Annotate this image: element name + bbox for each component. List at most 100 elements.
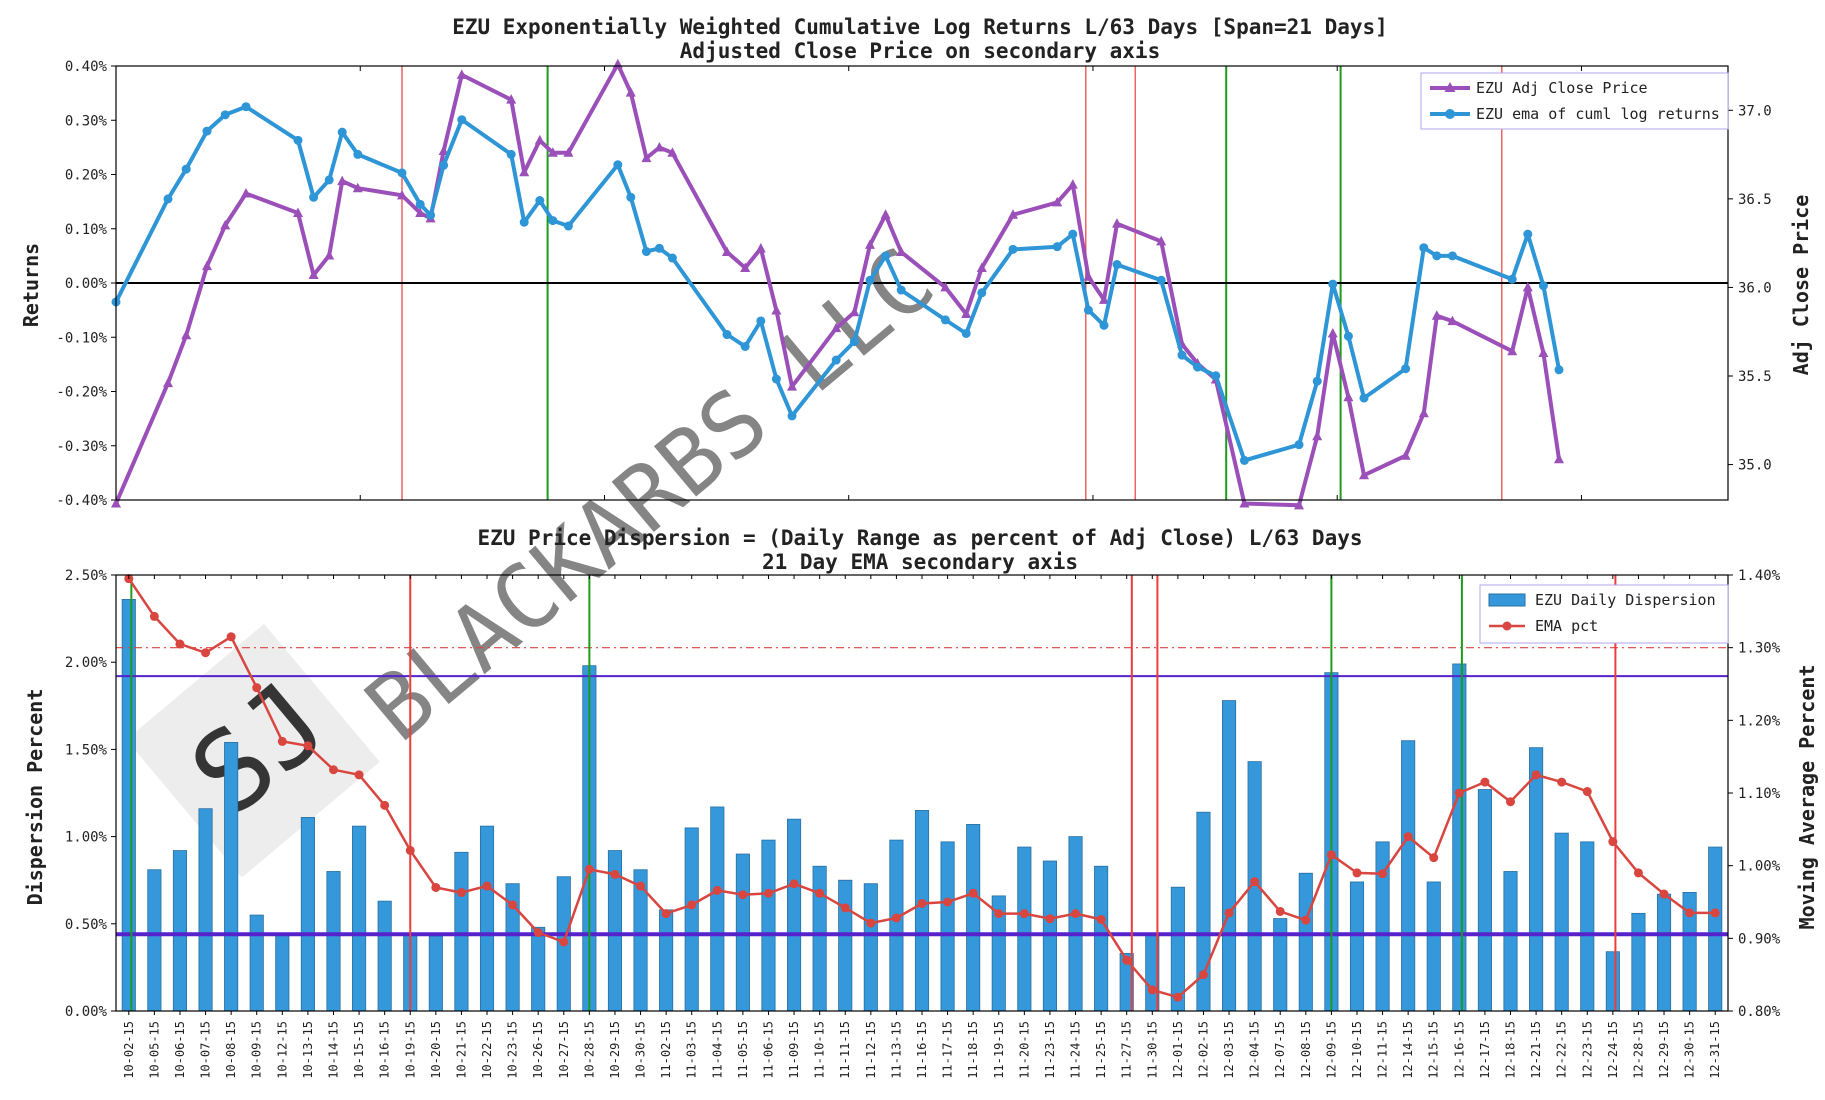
ema-pct-point xyxy=(354,770,364,780)
x-tick-label-date: 11-04-15 xyxy=(710,1021,724,1079)
watermark-logo-icon: SJ xyxy=(126,623,380,878)
ema-pct-point xyxy=(380,800,390,810)
dispersion-bar xyxy=(198,808,213,1012)
x-tick-label-date: 10-05-15 xyxy=(147,1021,161,1079)
x-tick-label-date: 12-21-15 xyxy=(1529,1021,1543,1079)
adj-close-point xyxy=(612,58,623,69)
top-y-tick-label: 0.40% xyxy=(65,59,108,75)
x-tick-label-date: 11-16-15 xyxy=(915,1021,929,1079)
dispersion-bar xyxy=(761,839,776,1012)
x-tick-label-date: 11-18-15 xyxy=(966,1021,980,1079)
ema-pct-point xyxy=(1480,777,1490,787)
top-y-tick-label: -0.10% xyxy=(56,330,107,346)
bottom-chart-subtitle: 21 Day EMA secondary axis xyxy=(762,550,1078,574)
ema-pct-point xyxy=(303,741,313,751)
x-tick-label-date: 11-03-15 xyxy=(685,1021,699,1079)
bottom-y-tick-label: 1.00% xyxy=(65,830,108,846)
ema-pct-point xyxy=(1224,908,1234,918)
bottom-y-tick-label: 1.50% xyxy=(65,742,108,758)
x-tick-label-date: 11-02-15 xyxy=(659,1021,673,1079)
ema-pct-point xyxy=(1275,906,1285,916)
x-tick-label-date: 11-11-15 xyxy=(838,1021,852,1079)
x-tick-label-date: 10-21-15 xyxy=(454,1021,468,1079)
ema-returns-point xyxy=(563,221,573,231)
ema-pct-point xyxy=(891,913,901,923)
ema-returns-point xyxy=(1507,274,1517,284)
ema-pct-point xyxy=(917,898,927,908)
x-tick-label-date: 10-30-15 xyxy=(634,1021,648,1079)
x-tick-label-date: 10-12-15 xyxy=(275,1021,289,1079)
x-tick-label-date: 11-23-15 xyxy=(1043,1021,1057,1079)
x-tick-label-date: 12-16-15 xyxy=(1452,1021,1466,1079)
dispersion-bar xyxy=(838,879,853,1012)
bottom-y2-tick-label: 1.20% xyxy=(1738,713,1781,729)
x-tick-label-date: 12-18-15 xyxy=(1504,1021,1518,1079)
ema-pct-point xyxy=(1582,787,1592,797)
ema-pct-point xyxy=(866,918,876,928)
ema-pct-point xyxy=(1352,868,1362,878)
ema-returns-point xyxy=(506,149,516,159)
bottom-y-tick-label: 2.00% xyxy=(65,655,108,671)
bottom-y2-tick-label: 1.10% xyxy=(1738,786,1781,802)
ema-pct-point xyxy=(252,683,262,693)
ema-pct-point xyxy=(405,845,415,855)
ema-pct-point xyxy=(1429,853,1439,863)
legend-item-daily-dispersion: EZU Daily Dispersion xyxy=(1488,591,1716,609)
dispersion-bar xyxy=(172,850,188,1012)
adj-close-point xyxy=(563,147,574,157)
dispersion-bar xyxy=(1554,832,1569,1012)
ema-returns-point xyxy=(849,337,859,347)
dispersion-bar xyxy=(1631,912,1646,1012)
ema-pct-point xyxy=(1198,970,1208,980)
adj-close-point xyxy=(654,141,665,152)
x-tick-label-date: 11-30-15 xyxy=(1145,1021,1159,1079)
ema-returns-point xyxy=(1401,364,1411,374)
x-tick-label-date: 12-07-15 xyxy=(1273,1021,1287,1079)
ema-pct-point xyxy=(277,736,287,746)
x-tick-label-date: 10-07-15 xyxy=(199,1021,213,1079)
ema-returns-point xyxy=(241,102,251,112)
ema-returns-point xyxy=(1523,229,1533,239)
ema-pct-point xyxy=(789,879,799,889)
adj-close-point xyxy=(771,304,782,315)
top-chart-title: EZU Exponentially Weighted Cumulative Lo… xyxy=(452,15,1388,39)
x-tick-label-date: 12-08-15 xyxy=(1299,1021,1313,1079)
legend-item-adj-close: EZU Adj Close Price xyxy=(1430,79,1648,97)
x-tick-label-date: 11-27-15 xyxy=(1120,1021,1134,1079)
ema-pct-point xyxy=(559,937,569,947)
adj-close-point xyxy=(976,262,987,272)
adj-close-point xyxy=(1431,310,1442,320)
x-tick-label-date: 12-14-15 xyxy=(1401,1021,1415,1079)
ema-pct-point xyxy=(1506,797,1516,807)
x-tick-label-date: 10-20-15 xyxy=(429,1021,443,1079)
x-tick-label-date: 10-13-15 xyxy=(301,1021,315,1079)
ema-returns-point xyxy=(613,160,623,170)
x-tick-label-date: 10-19-15 xyxy=(403,1021,417,1079)
ema-pct-point xyxy=(1071,909,1081,919)
bottom-y2-tick-label: 1.00% xyxy=(1738,859,1781,875)
top-y-tick-label: -0.20% xyxy=(56,385,107,401)
x-tick-label-date: 10-14-15 xyxy=(326,1021,340,1079)
ema-pct-point xyxy=(1019,909,1029,919)
top-y-tick-label: 0.00% xyxy=(65,276,108,292)
top-y2-tick-label: 35.5 xyxy=(1738,369,1772,385)
adj-close-point xyxy=(547,147,558,157)
top-y2-axis-label: Adj Close Price xyxy=(1789,195,1813,376)
dispersion-bar xyxy=(1529,747,1544,1012)
ema-returns-point xyxy=(1328,279,1338,289)
ema-returns-point xyxy=(181,164,191,174)
ema-returns-point xyxy=(831,355,841,365)
dispersion-bar xyxy=(275,933,290,1012)
dispersion-bar xyxy=(1221,700,1237,1012)
adj-close-point xyxy=(1554,453,1564,464)
ema-pct-point xyxy=(1403,832,1413,842)
ema-pct-point xyxy=(508,900,518,910)
adj-close-point xyxy=(1538,347,1549,357)
ema-returns-point xyxy=(293,135,303,145)
adj-close-point xyxy=(831,322,842,333)
x-tick-label-date: 10-29-15 xyxy=(608,1021,622,1079)
ema-returns-point xyxy=(1156,275,1166,285)
adj-close-point xyxy=(1052,196,1063,207)
top-y-tick-label: 0.30% xyxy=(65,113,108,129)
